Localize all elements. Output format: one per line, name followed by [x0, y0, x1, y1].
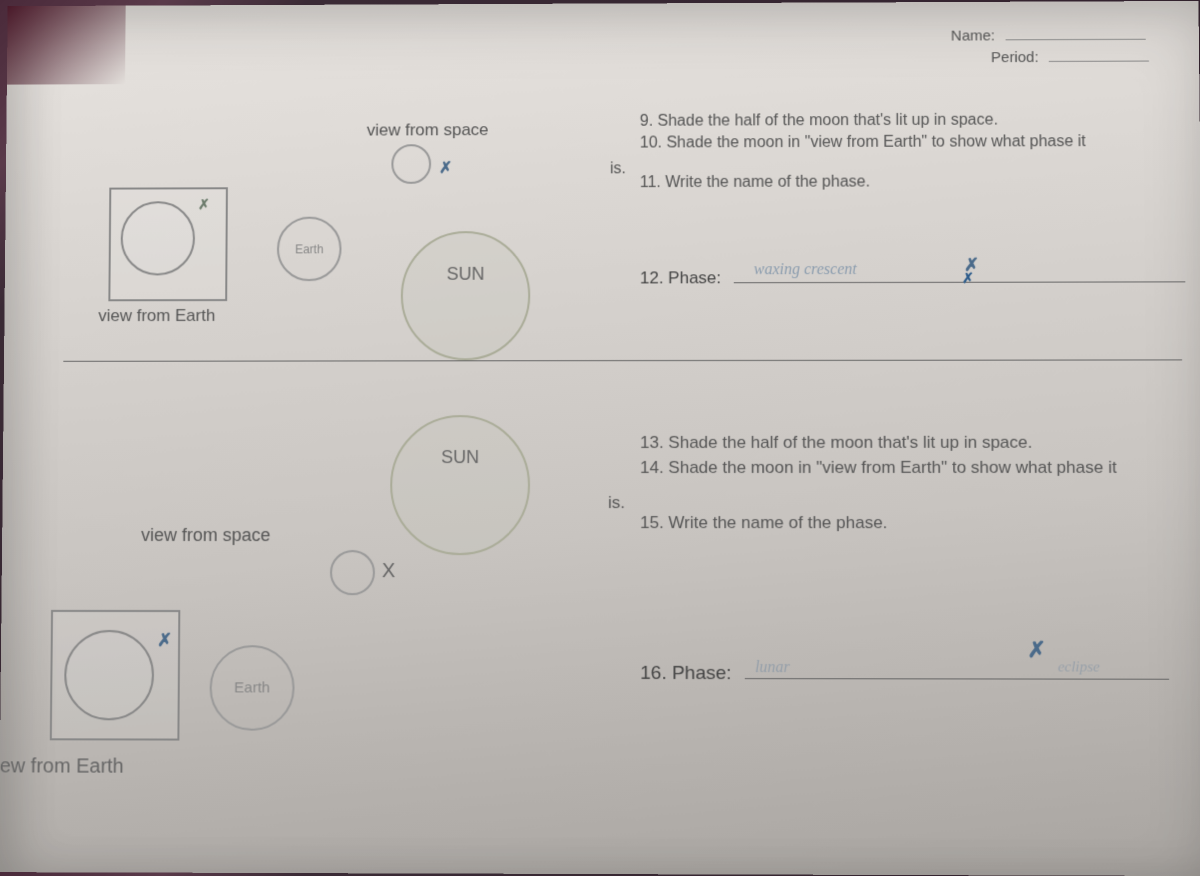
q10: 10. Shade the moon in "view from Earth" … [640, 130, 1086, 155]
header-fields: Name: Period: [951, 26, 1149, 70]
vfe-label-2: ew from Earth [0, 755, 124, 778]
sun-circle-2: SUN [390, 415, 530, 555]
photo-shadow-corner [7, 6, 126, 85]
vfe-moon-1[interactable] [120, 201, 195, 275]
q16-answer: lunar [755, 659, 790, 677]
earth-label-2: Earth [234, 679, 270, 696]
vfe-label-1: view from Earth [98, 306, 215, 326]
sun-label-1: SUN [447, 263, 485, 284]
x-mark-vfs2: X [382, 560, 395, 583]
q12-x2: ✗ [962, 271, 974, 288]
earth-circle-2: Earth [209, 645, 294, 731]
period-label: Period: [991, 49, 1039, 66]
vfe-box-2[interactable]: ✗ [50, 610, 181, 741]
vfs-label-2: view from space [141, 525, 271, 546]
question-section-1: view from space ✗ ✗ view from Earth Eart… [4, 100, 1200, 361]
sun-label-2: SUN [441, 447, 479, 468]
q14: 14. Shade the moon in "view from Earth" … [640, 455, 1117, 481]
q16-blank[interactable]: lunar ✗ eclipse [745, 661, 1169, 680]
vfs-label-1: view from space [367, 120, 489, 140]
question-section-2: SUN view from space X Earth ✗ ew from Ea… [0, 379, 1200, 783]
earth-circle-1: Earth [277, 217, 342, 282]
q12-row: 12. Phase: waxing crescent ✗ ✗ [640, 264, 1186, 288]
x-mark-vfs1: ✗ [439, 158, 452, 178]
q16-x: ✗ [1027, 637, 1046, 663]
name-blank[interactable] [1005, 26, 1145, 40]
vfe-x-2: ✗ [157, 630, 172, 651]
q10-is: is. [610, 157, 626, 181]
vfs-moon-1[interactable] [391, 144, 431, 184]
q11: 11. Write the name of the phase. [640, 171, 870, 195]
q16-row: 16. Phase: lunar ✗ eclipse [640, 661, 1169, 686]
q14-is: is. [608, 490, 625, 516]
name-label: Name: [951, 28, 995, 45]
q12-label: 12. Phase: [640, 268, 721, 287]
section-divider [63, 359, 1182, 361]
q16-label: 16. Phase: [640, 663, 731, 684]
q13: 13. Shade the half of the moon that's li… [640, 430, 1032, 456]
vfe-box-1[interactable]: ✗ [108, 187, 228, 301]
q12-answer: waxing crescent [754, 261, 857, 279]
vfs-moon-2[interactable] [330, 550, 375, 595]
q12-blank[interactable]: waxing crescent ✗ ✗ [734, 264, 1186, 283]
q15: 15. Write the name of the phase. [640, 510, 887, 536]
vfe-x-1: ✗ [198, 197, 210, 214]
vfe-moon-2[interactable] [64, 630, 154, 720]
earth-label-1: Earth [295, 242, 324, 256]
worksheet-paper: Name: Period: view from space ✗ ✗ view f… [0, 1, 1200, 876]
q16-answer2: eclipse [1058, 659, 1100, 676]
period-blank[interactable] [1049, 48, 1149, 62]
sun-circle-1: SUN [401, 231, 531, 360]
